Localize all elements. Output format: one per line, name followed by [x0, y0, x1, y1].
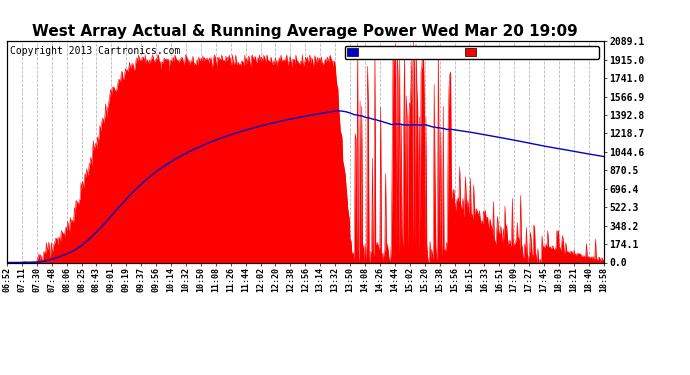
Text: Copyright 2013 Cartronics.com: Copyright 2013 Cartronics.com [10, 46, 180, 56]
Title: West Array Actual & Running Average Power Wed Mar 20 19:09: West Array Actual & Running Average Powe… [32, 24, 578, 39]
Legend: Average  (DC Watts), West Array  (DC Watts): Average (DC Watts), West Array (DC Watts… [344, 46, 599, 59]
